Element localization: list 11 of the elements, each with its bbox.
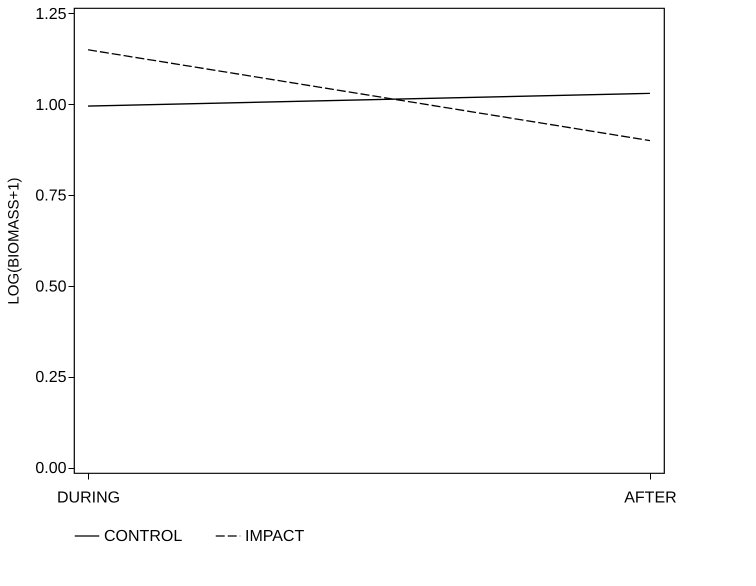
x-tick-label: AFTER: [624, 490, 677, 506]
y-tick-label: 1.25: [35, 6, 67, 23]
y-tick-label: 0.25: [35, 369, 67, 386]
x-tick-label: DURING: [56, 490, 120, 506]
y-tick-label: 0.00: [35, 460, 67, 478]
y-tick-label: 0.50: [35, 278, 67, 296]
y-axis-title: LOG(BIOMASS+1): [5, 177, 22, 305]
y-tick-label: 1.00: [35, 96, 67, 114]
legend-label: IMPACT: [245, 528, 304, 545]
y-tick-label: 0.75: [35, 188, 67, 205]
legend-label: CONTROL: [104, 528, 182, 545]
